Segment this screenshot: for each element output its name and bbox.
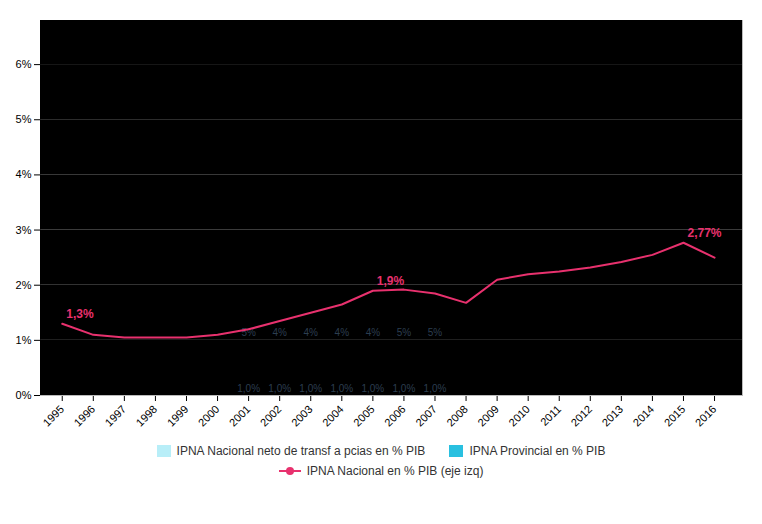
svg-text:2014: 2014 bbox=[631, 403, 657, 429]
svg-text:2004: 2004 bbox=[320, 403, 346, 429]
svg-text:2,77%: 2,77% bbox=[687, 226, 721, 240]
svg-text:2000: 2000 bbox=[196, 403, 222, 429]
svg-text:1995: 1995 bbox=[40, 403, 66, 429]
svg-text:1%: 1% bbox=[16, 334, 32, 346]
svg-text:1,0%: 1,0% bbox=[299, 383, 322, 394]
svg-text:2013: 2013 bbox=[599, 403, 625, 429]
html-text:IPNA Provincial en % PIB: IPNA Provincial en % PIB bbox=[469, 444, 606, 458]
svg-text:1,0%: 1,0% bbox=[361, 383, 384, 394]
html-text:IPNA Nacional en % PIB (eje iz: IPNA Nacional en % PIB (eje izq) bbox=[306, 464, 484, 478]
svg-text:3%: 3% bbox=[16, 224, 32, 236]
svg-text:1,0%: 1,0% bbox=[268, 383, 291, 394]
svg-text:1,0%: 1,0% bbox=[393, 383, 416, 394]
svg-text:2010: 2010 bbox=[506, 403, 532, 429]
html-text:IPNA Nacional neto de transf a: IPNA Nacional neto de transf a pcias en … bbox=[176, 444, 426, 458]
svg-text:2006: 2006 bbox=[382, 403, 408, 429]
svg-text:2002: 2002 bbox=[258, 403, 284, 429]
svg-text:4%: 4% bbox=[304, 327, 319, 338]
svg-text:1,0%: 1,0% bbox=[237, 383, 260, 394]
svg-text:2015: 2015 bbox=[662, 403, 688, 429]
svg-text:2%: 2% bbox=[16, 279, 32, 291]
svg-text:5%: 5% bbox=[16, 113, 32, 125]
svg-text:1,0%: 1,0% bbox=[424, 383, 447, 394]
svg-text:2003: 2003 bbox=[289, 403, 315, 429]
svg-text:1997: 1997 bbox=[102, 403, 128, 429]
svg-text:1996: 1996 bbox=[71, 403, 97, 429]
svg-text:2008: 2008 bbox=[444, 403, 470, 429]
svg-text:5%: 5% bbox=[428, 327, 443, 338]
svg-text:5%: 5% bbox=[397, 327, 412, 338]
svg-text:4%: 4% bbox=[335, 327, 350, 338]
svg-text:0%: 0% bbox=[16, 389, 32, 401]
svg-text:2007: 2007 bbox=[413, 403, 439, 429]
svg-text:2001: 2001 bbox=[227, 403, 253, 429]
svg-text:4%: 4% bbox=[272, 327, 287, 338]
svg-text:1,0%: 1,0% bbox=[330, 383, 353, 394]
svg-text:4%: 4% bbox=[16, 168, 32, 180]
svg-text:2016: 2016 bbox=[693, 403, 719, 429]
svg-text:4%: 4% bbox=[366, 327, 381, 338]
svg-text:1998: 1998 bbox=[134, 403, 160, 429]
svg-text:5%: 5% bbox=[241, 327, 256, 339]
svg-text:2012: 2012 bbox=[568, 403, 594, 429]
svg-text:2009: 2009 bbox=[475, 403, 501, 429]
svg-text:2011: 2011 bbox=[538, 403, 563, 428]
svg-text:1,3%: 1,3% bbox=[66, 307, 94, 321]
svg-text:1,9%: 1,9% bbox=[377, 274, 405, 288]
svg-text:2005: 2005 bbox=[351, 403, 377, 429]
svg-text:1999: 1999 bbox=[165, 403, 191, 429]
svg-text:6%: 6% bbox=[16, 58, 32, 70]
